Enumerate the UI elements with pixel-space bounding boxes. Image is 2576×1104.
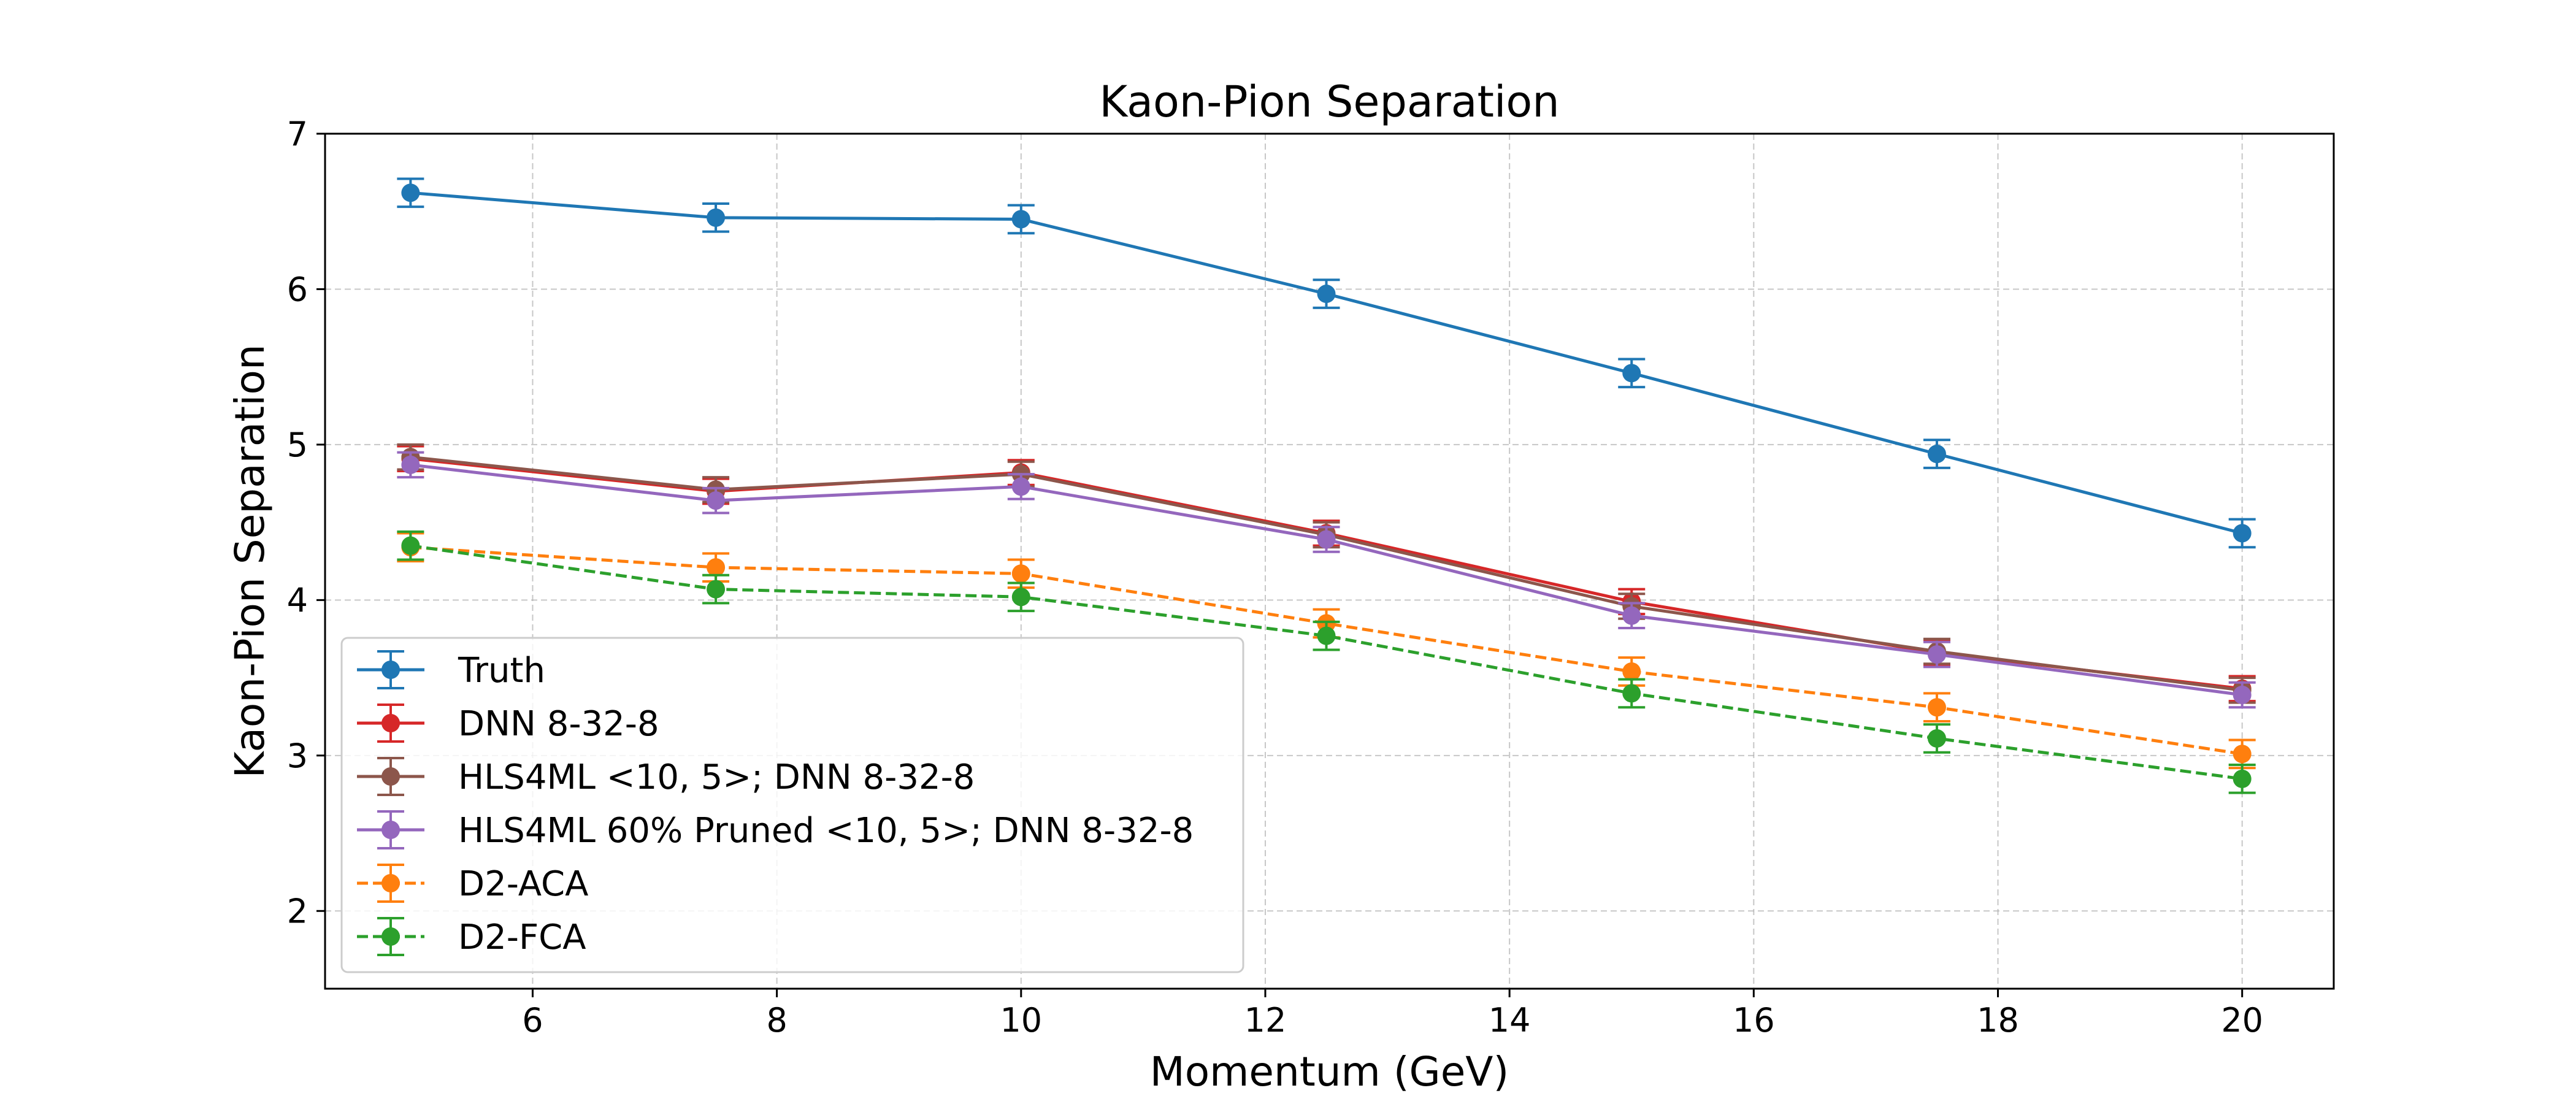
y-axis-label: Kaon-Pion Separation — [226, 344, 274, 778]
legend-item: HLS4ML <10, 5>; DNN 8-32-8 — [357, 757, 975, 797]
data-point — [1622, 364, 1641, 383]
data-point — [1317, 530, 1336, 549]
data-point — [1622, 606, 1641, 625]
series-d2-fca — [397, 530, 2256, 794]
y-tick-label: 2 — [287, 892, 308, 930]
x-tick-label: 10 — [1000, 1001, 1042, 1040]
legend-label: HLS4ML 60% Pruned <10, 5>; DNN 8-32-8 — [458, 811, 1194, 851]
plot-frame — [324, 132, 2335, 990]
data-point — [1927, 729, 1946, 748]
legend-marker — [381, 927, 400, 946]
legend-item: HLS4ML 60% Pruned <10, 5>; DNN 8-32-8 — [357, 810, 1194, 851]
data-point — [1011, 477, 1030, 496]
x-tick-label: 18 — [1977, 1001, 2019, 1040]
data-point — [2233, 524, 2252, 543]
legend-marker — [381, 714, 400, 732]
data-point — [2233, 769, 2252, 788]
x-axis-label: Momentum (GeV) — [1150, 1048, 1509, 1095]
legend-marker — [381, 874, 400, 892]
legend-box — [340, 637, 1244, 973]
data-point — [401, 536, 420, 555]
data-point — [2233, 685, 2252, 704]
y-tick-label: 7 — [287, 115, 308, 153]
legend-label: DNN 8-32-8 — [458, 704, 659, 744]
data-point — [1622, 662, 1641, 681]
x-tick-label: 6 — [522, 1001, 543, 1040]
data-point — [1317, 285, 1336, 304]
data-point — [707, 580, 726, 599]
legend-marker — [381, 661, 400, 679]
legend-label: D2-FCA — [458, 918, 586, 957]
y-tick-label: 6 — [287, 270, 308, 309]
x-tick-label: 12 — [1244, 1001, 1287, 1040]
series-truth — [397, 177, 2256, 549]
data-point — [707, 558, 726, 577]
x-tick-label: 8 — [766, 1001, 787, 1040]
data-point — [1317, 626, 1336, 645]
legend-item: D2-ACA — [357, 864, 588, 904]
data-point — [401, 455, 420, 474]
y-tick-label: 4 — [287, 581, 308, 619]
data-point — [707, 491, 726, 510]
series-hls4ml-60-pruned-10-5-dnn-8-32-8 — [397, 451, 2256, 709]
legend-marker — [381, 821, 400, 839]
data-point — [707, 208, 726, 227]
legend: Truth DNN 8-32-8 HLS4ML <10, 5>; DNN 8-32-… — [340, 637, 1244, 973]
data-point — [1011, 564, 1030, 583]
data-point — [2233, 745, 2252, 764]
data-point — [1927, 445, 1946, 464]
data-point — [1927, 645, 1946, 664]
legend-item: Truth — [357, 650, 545, 691]
series-layer — [397, 177, 2256, 794]
legend-item: D2-FCA — [357, 917, 586, 957]
data-point — [1011, 210, 1030, 229]
axis-ticks: 6 8 10 12 14 16 18 20 2 3 4 5 6 7 — [287, 115, 2263, 1040]
y-tick-label: 5 — [287, 426, 308, 464]
legend-item: DNN 8-32-8 — [357, 703, 659, 744]
chart-title: Kaon-Pion Separation — [1099, 77, 1559, 127]
data-point — [1622, 684, 1641, 703]
legend-label: D2-ACA — [458, 864, 588, 904]
data-point — [401, 183, 420, 202]
legend-marker — [381, 767, 400, 786]
legend-label: HLS4ML <10, 5>; DNN 8-32-8 — [458, 757, 975, 797]
x-tick-label: 20 — [2221, 1001, 2263, 1040]
data-point — [1011, 588, 1030, 607]
data-point — [1927, 698, 1946, 717]
x-tick-label: 14 — [1489, 1001, 1531, 1040]
x-tick-label: 16 — [1733, 1001, 1775, 1040]
y-tick-label: 3 — [287, 737, 308, 775]
legend-label: Truth — [458, 651, 545, 691]
